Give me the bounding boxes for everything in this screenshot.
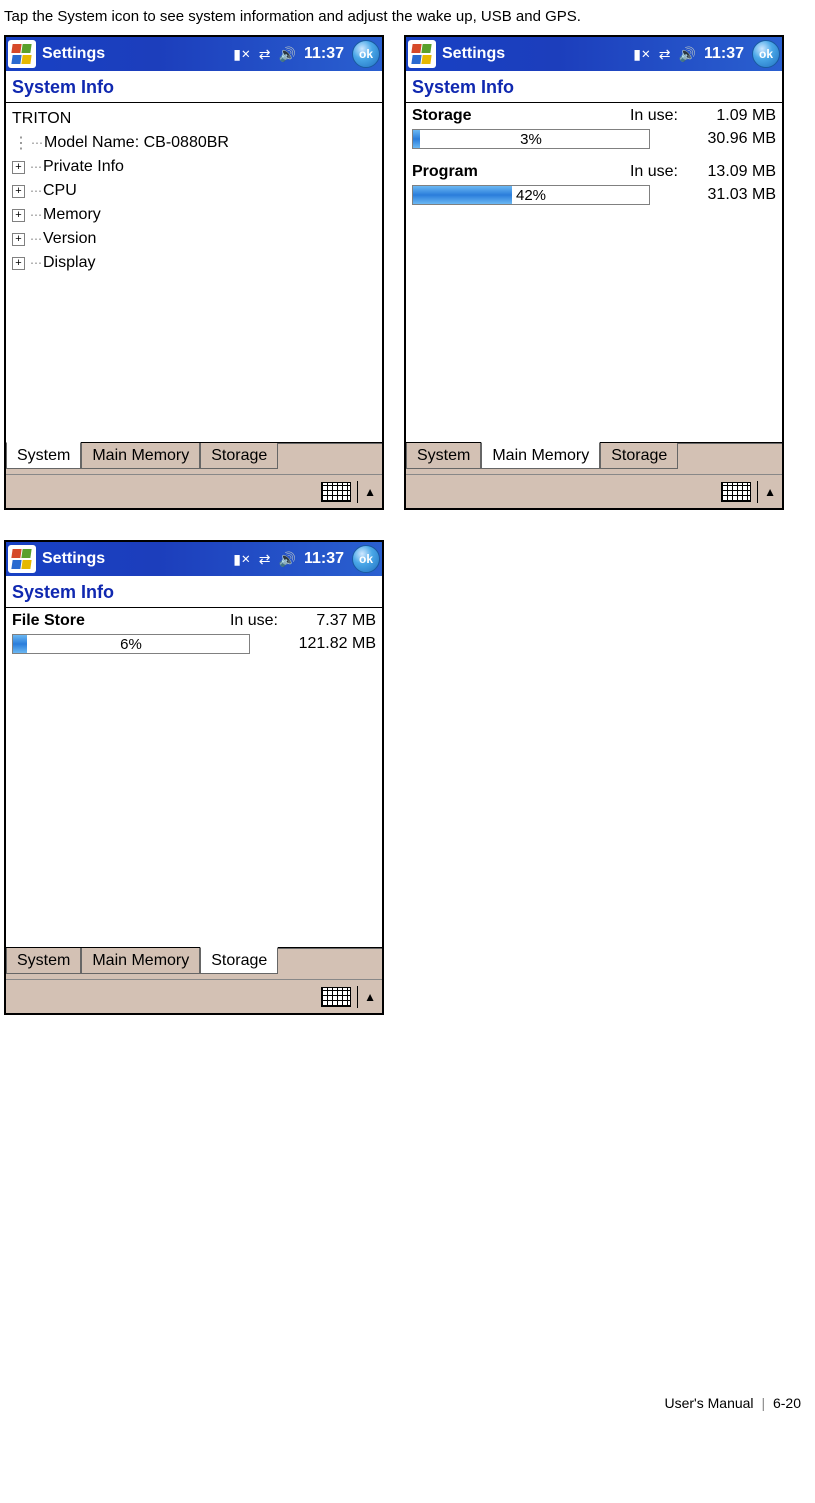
tab-strip: System Main Memory Storage: [6, 442, 382, 474]
program-in-use-value: 13.09 MB: [686, 163, 776, 181]
divider: [757, 481, 758, 503]
tab-filler: [278, 443, 382, 469]
content-area: TRITON ⋮⋯ Model Name: CB-0880BR +⋯ Priva…: [6, 102, 382, 442]
page-title: System Info: [6, 71, 382, 102]
tab-main-memory[interactable]: Main Memory: [81, 443, 200, 469]
content-area: Storage In use: 1.09 MB 3% 30.96 MB Prog…: [406, 102, 782, 442]
tab-storage[interactable]: Storage: [200, 443, 278, 469]
page-title: System Info: [6, 576, 382, 607]
program-progress-bar: 42%: [412, 185, 650, 205]
tree-item[interactable]: +⋯ Memory: [12, 203, 376, 227]
ok-button[interactable]: ok: [352, 545, 380, 573]
connectivity-icon[interactable]: ⇄: [659, 46, 671, 63]
connectivity-icon[interactable]: ⇄: [259, 46, 271, 63]
program-percent: 42%: [413, 186, 649, 204]
app-title: Settings: [42, 550, 105, 568]
tree-item[interactable]: +⋯ CPU: [12, 179, 376, 203]
keyboard-icon[interactable]: [321, 987, 351, 1007]
tree-root[interactable]: TRITON: [12, 107, 376, 131]
tree-item[interactable]: ⋮⋯ Model Name: CB-0880BR: [12, 131, 376, 155]
start-menu-icon[interactable]: [8, 545, 36, 573]
sip-bar: ▲: [6, 979, 382, 1013]
volume-icon[interactable]: 🔊: [679, 46, 696, 63]
signal-icon[interactable]: ▮✕: [633, 46, 651, 63]
expand-icon[interactable]: +: [12, 161, 25, 174]
sip-bar: ▲: [6, 474, 382, 508]
sip-bar: ▲: [406, 474, 782, 508]
sip-arrow-icon[interactable]: ▲: [764, 485, 776, 499]
titlebar: Settings ▮✕ ⇄ 🔊 11:37 ok: [6, 542, 382, 576]
program-total-value: 31.03 MB: [658, 186, 776, 204]
start-menu-icon[interactable]: [8, 40, 36, 68]
in-use-label: In use:: [112, 612, 286, 630]
keyboard-icon[interactable]: [721, 482, 751, 502]
tree-item[interactable]: +⋯ Display: [12, 251, 376, 275]
app-title: Settings: [442, 45, 505, 63]
footer-page: 6-20: [773, 1395, 801, 1411]
volume-icon[interactable]: 🔊: [279, 46, 296, 63]
content-area: File Store In use: 7.37 MB 6% 121.82 MB: [6, 607, 382, 947]
clock[interactable]: 11:37: [304, 550, 344, 568]
expand-icon[interactable]: +: [12, 185, 25, 198]
start-menu-icon[interactable]: [408, 40, 436, 68]
footer-separator: |: [761, 1395, 765, 1411]
program-label: Program: [412, 163, 512, 181]
tab-storage[interactable]: Storage: [600, 443, 678, 469]
tab-system[interactable]: System: [406, 443, 481, 469]
titlebar: Settings ▮✕ ⇄ 🔊 11:37 ok: [6, 37, 382, 71]
storage-percent: 3%: [413, 130, 649, 148]
keyboard-icon[interactable]: [321, 482, 351, 502]
in-use-label: In use:: [512, 107, 686, 125]
file-store-in-use-value: 7.37 MB: [286, 612, 376, 630]
file-store-block: File Store In use: 7.37 MB 6% 121.82 MB: [12, 612, 376, 654]
clock[interactable]: 11:37: [304, 45, 344, 63]
intro-text: Tap the System icon to see system inform…: [4, 8, 811, 25]
page-title: System Info: [406, 71, 782, 102]
volume-icon[interactable]: 🔊: [279, 551, 296, 568]
file-store-total-value: 121.82 MB: [258, 635, 376, 653]
device-screenshot-main-memory: Settings ▮✕ ⇄ 🔊 11:37 ok System Info Sto…: [404, 35, 784, 510]
sip-arrow-icon[interactable]: ▲: [364, 990, 376, 1004]
tree-item[interactable]: +⋯ Private Info: [12, 155, 376, 179]
divider: [357, 481, 358, 503]
footer-text: User's Manual: [665, 1395, 754, 1411]
tab-filler: [278, 948, 382, 974]
connectivity-icon[interactable]: ⇄: [259, 551, 271, 568]
expand-icon[interactable]: +: [12, 257, 25, 270]
program-block: Program In use: 13.09 MB 42% 31.03 MB: [412, 163, 776, 205]
tab-strip: System Main Memory Storage: [6, 947, 382, 979]
divider: [357, 986, 358, 1008]
expand-icon[interactable]: +: [12, 209, 25, 222]
storage-total-value: 30.96 MB: [658, 130, 776, 148]
signal-icon[interactable]: ▮✕: [233, 46, 251, 63]
device-screenshot-system: Settings ▮✕ ⇄ 🔊 11:37 ok System Info TRI…: [4, 35, 384, 510]
storage-label: Storage: [412, 107, 512, 125]
tab-strip: System Main Memory Storage: [406, 442, 782, 474]
page-footer: User's Manual | 6-20: [4, 1395, 811, 1411]
ok-button[interactable]: ok: [752, 40, 780, 68]
tab-filler: [678, 443, 782, 469]
storage-block: Storage In use: 1.09 MB 3% 30.96 MB: [412, 107, 776, 149]
tab-system[interactable]: System: [6, 948, 81, 974]
app-title: Settings: [42, 45, 105, 63]
file-store-label: File Store: [12, 612, 112, 630]
sip-arrow-icon[interactable]: ▲: [364, 485, 376, 499]
file-store-progress-bar: 6%: [12, 634, 250, 654]
tab-storage[interactable]: Storage: [200, 947, 278, 974]
device-screenshot-storage: Settings ▮✕ ⇄ 🔊 11:37 ok System Info Fil…: [4, 540, 384, 1015]
signal-icon[interactable]: ▮✕: [233, 551, 251, 568]
in-use-label: In use:: [512, 163, 686, 181]
file-store-percent: 6%: [13, 635, 249, 653]
storage-progress-bar: 3%: [412, 129, 650, 149]
ok-button[interactable]: ok: [352, 40, 380, 68]
titlebar: Settings ▮✕ ⇄ 🔊 11:37 ok: [406, 37, 782, 71]
expand-icon[interactable]: +: [12, 233, 25, 246]
tab-main-memory[interactable]: Main Memory: [481, 442, 600, 469]
system-tree: TRITON ⋮⋯ Model Name: CB-0880BR +⋯ Priva…: [12, 107, 376, 275]
storage-in-use-value: 1.09 MB: [686, 107, 776, 125]
tab-system[interactable]: System: [6, 442, 81, 469]
clock[interactable]: 11:37: [704, 45, 744, 63]
tree-item[interactable]: +⋯ Version: [12, 227, 376, 251]
tab-main-memory[interactable]: Main Memory: [81, 948, 200, 974]
